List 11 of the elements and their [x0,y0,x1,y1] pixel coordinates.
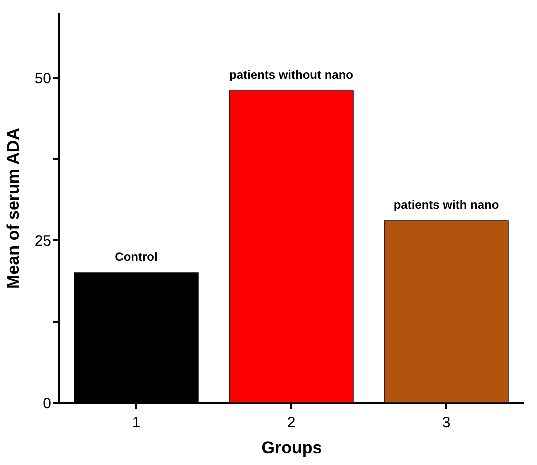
annotation: Control [115,250,158,264]
annotation: patients with nano [394,198,500,212]
x-tick-label: 2 [287,414,296,432]
x-tick-label: 3 [442,414,451,432]
y-tick-label: 0 [43,396,52,412]
y-tick-label: 50 [34,70,52,88]
annotation: patients without nano [230,68,354,82]
x-tick-label: 1 [132,414,141,432]
y-tick-label: 25 [34,233,52,250]
y-axis-title: Mean of serum ADA [4,128,23,289]
x-axis-title: Groups [262,438,322,458]
